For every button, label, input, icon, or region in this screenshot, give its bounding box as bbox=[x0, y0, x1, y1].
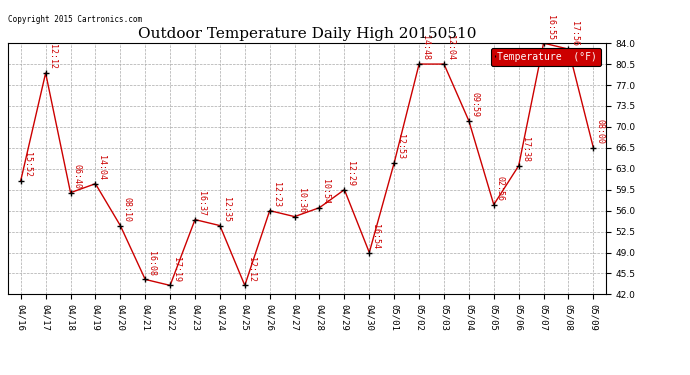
Text: 12:12: 12:12 bbox=[247, 257, 256, 282]
Text: 12:29: 12:29 bbox=[346, 161, 355, 186]
Text: 12:35: 12:35 bbox=[222, 197, 231, 222]
Text: 16:55: 16:55 bbox=[546, 15, 555, 39]
Text: 16:37: 16:37 bbox=[197, 191, 206, 216]
Text: 02:56: 02:56 bbox=[496, 176, 505, 201]
Text: 12:23: 12:23 bbox=[272, 182, 281, 207]
Text: 10:36: 10:36 bbox=[297, 188, 306, 213]
Text: 14:48: 14:48 bbox=[421, 36, 430, 60]
Text: 17:19: 17:19 bbox=[172, 257, 181, 282]
Text: 12:04: 12:04 bbox=[446, 36, 455, 60]
Title: Outdoor Temperature Daily High 20150510: Outdoor Temperature Daily High 20150510 bbox=[138, 27, 476, 40]
Text: 16:08: 16:08 bbox=[147, 251, 156, 276]
Text: 17:38: 17:38 bbox=[521, 137, 530, 162]
Text: 16:54: 16:54 bbox=[371, 224, 380, 249]
Text: 08:00: 08:00 bbox=[595, 119, 604, 144]
Text: Copyright 2015 Cartronics.com: Copyright 2015 Cartronics.com bbox=[8, 15, 142, 24]
Text: 12:12: 12:12 bbox=[48, 45, 57, 69]
Text: 14:04: 14:04 bbox=[97, 155, 106, 180]
Text: 10:54: 10:54 bbox=[322, 179, 331, 204]
Text: 12:53: 12:53 bbox=[396, 134, 405, 159]
Text: 17:56: 17:56 bbox=[571, 21, 580, 45]
Legend: Temperature  (°F): Temperature (°F) bbox=[491, 48, 601, 66]
Text: 09:59: 09:59 bbox=[471, 92, 480, 117]
Text: 15:52: 15:52 bbox=[23, 152, 32, 177]
Text: 06:40: 06:40 bbox=[72, 164, 81, 189]
Text: 08:10: 08:10 bbox=[122, 197, 131, 222]
